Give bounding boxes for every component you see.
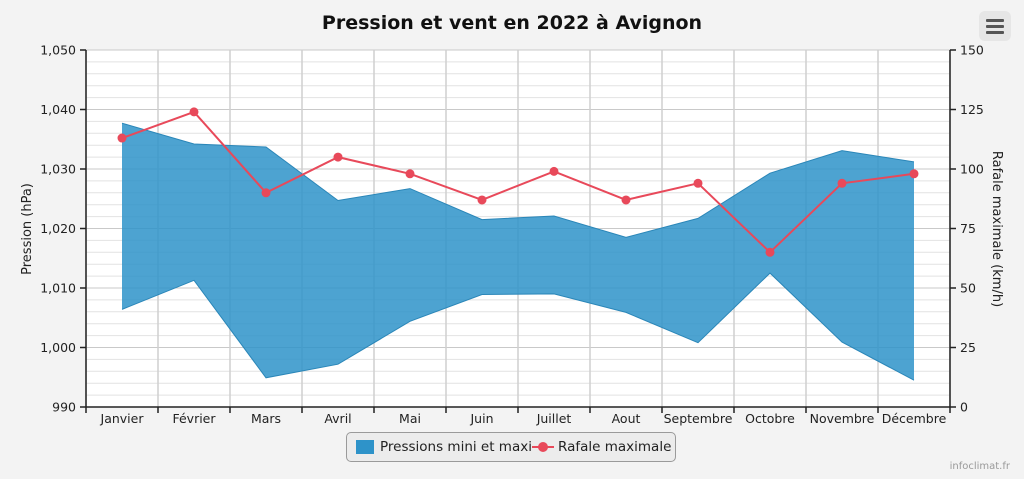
chart-menu-button[interactable] [979,11,1011,41]
area-swatch-icon [356,440,374,454]
gust-line [121,110,915,254]
x-tick-label: Janvier [100,411,145,426]
gust-point [837,178,847,188]
x-tick-label: Aout [612,411,641,426]
gust-point [549,166,559,176]
y-axis-right-label: Rafale maximale (km/h) [989,151,1004,307]
y-tick-label-right: 50 [960,281,976,296]
gust-point [909,169,919,179]
legend: Pressions mini et maxi Rafale maximale [346,432,676,462]
x-tick-label: Décembre [882,411,947,426]
x-tick-label: Juillet [536,411,572,426]
x-tick-label: Octobre [745,411,795,426]
gust-point [765,247,775,257]
y-tick-label-right: 100 [960,162,984,177]
gust-point [693,178,703,188]
x-tick-label: Novembre [810,411,875,426]
y-tick-label-right: 75 [960,221,976,236]
y-tick-label-left: 1,010 [40,281,76,296]
y-tick-label-left: 990 [52,400,76,415]
y-tick-label-right: 0 [960,400,968,415]
y-tick-label-left: 1,030 [40,162,76,177]
x-tick-label: Juin [469,411,493,426]
gust-point [621,195,631,205]
hamburger-menu-icon [986,19,1004,22]
chart-title: Pression et vent en 2022 à Avignon [322,12,702,34]
legend-label-pressions: Pressions mini et maxi [380,439,532,455]
y-axis-left-label: Pression (hPa) [20,183,35,275]
y-tick-label-right: 25 [960,340,976,355]
y-tick-label-left: 1,020 [40,221,76,236]
x-tick-label: Septembre [664,411,733,426]
legend-label-rafale: Rafale maximale [558,439,672,455]
gust-point [261,188,271,198]
gust-point [189,107,199,117]
y-tick-label-left: 1,050 [40,43,76,58]
y-tick-label-right: 125 [960,102,984,117]
y-tick-label-left: 1,040 [40,102,76,117]
y-tick-label-left: 1,000 [40,340,76,355]
x-tick-label: Avril [324,411,351,426]
legend-item-pressions[interactable]: Pressions mini et maxi [356,433,532,461]
pressure-min-edge [121,272,915,381]
gust-point [405,169,415,179]
gust-point [333,152,343,162]
credit-link[interactable]: infoclimat.fr [949,461,1010,472]
pressure-max-edge [121,122,915,238]
x-tick-label: Mars [251,411,281,426]
legend-item-rafale[interactable]: Rafale maximale [532,433,671,461]
x-tick-label: Février [172,411,216,426]
x-tick-label: Mai [399,411,421,426]
gust-point [477,195,487,205]
line-marker-swatch-icon [532,440,554,454]
gust-point [117,133,127,143]
y-tick-label-right: 150 [960,43,984,58]
